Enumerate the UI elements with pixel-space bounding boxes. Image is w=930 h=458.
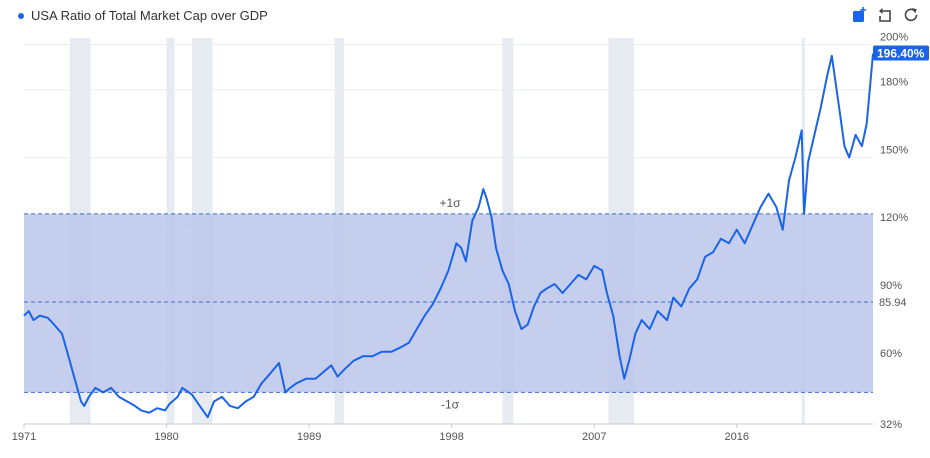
y-tick-label: 120%	[880, 212, 908, 224]
refresh-icon[interactable]	[902, 6, 920, 24]
y-tick-label: 60%	[880, 348, 902, 360]
x-tick-labels: 1971 1980 1989 1998 2007 2016	[12, 424, 749, 443]
sigma-band-fill	[24, 213, 873, 393]
x-tick-label: 1971	[12, 431, 36, 443]
y-tick-label: 180%	[880, 77, 908, 89]
chart-toolbar	[850, 6, 920, 24]
x-tick-label: 1998	[439, 431, 463, 443]
x-tick-label: 2007	[582, 431, 606, 443]
mean-value-label: 85.94	[879, 297, 907, 309]
y-tick-label: 32%	[880, 419, 902, 431]
legend-marker	[18, 12, 24, 19]
current-value-badge: 196.40%	[873, 45, 929, 61]
x-tick-label: 1980	[154, 431, 178, 443]
series-line[interactable]	[23, 53, 874, 419]
y-tick-labels: 32% 60% 90% 120% 150% 180% 200%	[880, 32, 908, 431]
chart-add-icon[interactable]	[850, 6, 868, 24]
sigma-upper-label: +1σ	[439, 196, 461, 210]
legend-label: USA Ratio of Total Market Cap over GDP	[31, 8, 268, 23]
y-tick-label: 90%	[880, 280, 902, 292]
x-tick-label: 1989	[297, 431, 321, 443]
undo-icon[interactable]	[876, 6, 894, 24]
current-value-label: 196.40%	[877, 47, 925, 61]
sigma-lower-label: -1σ	[441, 397, 460, 411]
x-tick-label: 2016	[725, 431, 749, 443]
y-tick-label: 150%	[880, 144, 908, 156]
sigma-band	[24, 213, 873, 393]
legend-item[interactable]: USA Ratio of Total Market Cap over GDP	[18, 8, 268, 23]
y-tick-label: 200%	[880, 32, 908, 44]
